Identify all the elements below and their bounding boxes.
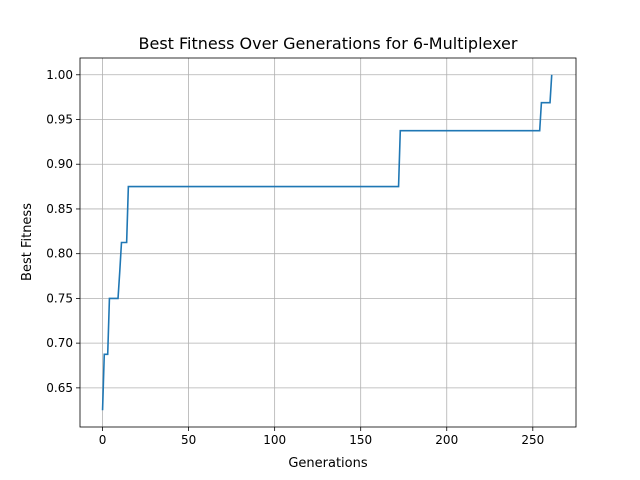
plot-frame — [79, 57, 577, 428]
chart-title: Best Fitness Over Generations for 6-Mult… — [139, 34, 518, 53]
grid-lines — [80, 58, 576, 427]
y-tick-label: 0.85 — [46, 202, 73, 216]
x-axis-label: Generations — [288, 456, 368, 471]
y-tick-label: 1.00 — [46, 68, 73, 82]
y-tick-label: 0.80 — [46, 247, 73, 261]
y-tick-label: 0.75 — [46, 291, 73, 305]
x-tick-label: 0 — [99, 433, 107, 447]
y-tick-label: 0.95 — [46, 113, 73, 127]
y-tick-label: 0.70 — [46, 336, 73, 350]
y-axis-label: Best Fitness — [20, 203, 35, 281]
series-layer — [101, 74, 553, 411]
x-tick-label: 250 — [521, 433, 544, 447]
y-tick-label: 0.65 — [46, 381, 73, 395]
x-tick-label: 200 — [435, 433, 458, 447]
series-line-0 — [101, 74, 553, 411]
y-tick-label: 0.90 — [46, 157, 73, 171]
x-tick-label: 100 — [263, 433, 286, 447]
x-tick-label: 150 — [349, 433, 372, 447]
x-tick-label: 50 — [181, 433, 196, 447]
axis-ticks: 0 50 100 150 200 250 0.65 0.70 0.75 0.80 0.85 0.90 0… — [46, 68, 544, 447]
